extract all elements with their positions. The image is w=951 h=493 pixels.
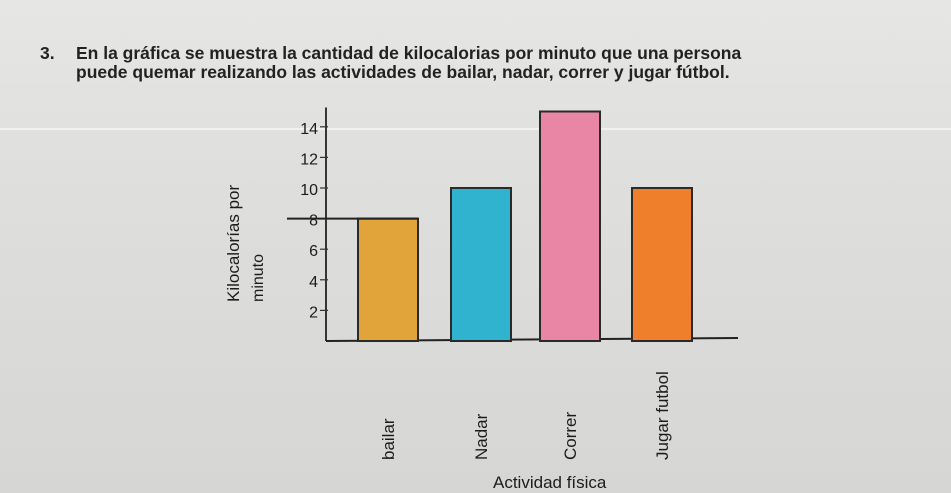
question-number: 3. <box>40 43 55 63</box>
y-axis-label-line-1: Kilocalorías por <box>224 184 243 302</box>
y-axis-label: Kilocalorías por minuto <box>220 152 280 312</box>
y-tick-label: 14 <box>300 121 318 138</box>
question-line-1: En la gráfica se muestra la cantidad de … <box>76 43 742 63</box>
y-tick-label: 4 <box>309 274 318 291</box>
bar <box>539 110 601 342</box>
question-line-2: puede quemar realizando las actividades … <box>76 62 730 82</box>
y-tick-label: 12 <box>300 151 318 168</box>
y-tick-label: 2 <box>309 304 318 321</box>
x-tick-label: Jugar futbol <box>653 371 672 460</box>
y-tick-label: 10 <box>300 182 318 199</box>
x-tick-label: Correr <box>561 411 580 460</box>
x-tick-label: Nadar <box>472 413 491 460</box>
y-tick-label: 6 <box>309 243 318 260</box>
bar <box>357 217 419 343</box>
paper-fold <box>0 128 951 130</box>
y-axis-label-line-2: minuto <box>250 253 267 302</box>
x-tick-label: bailar <box>379 418 398 460</box>
bar <box>631 187 693 342</box>
x-axis-title: Actividad física <box>493 473 607 492</box>
y-tick-label: 8 <box>309 213 318 230</box>
bar <box>450 187 512 342</box>
